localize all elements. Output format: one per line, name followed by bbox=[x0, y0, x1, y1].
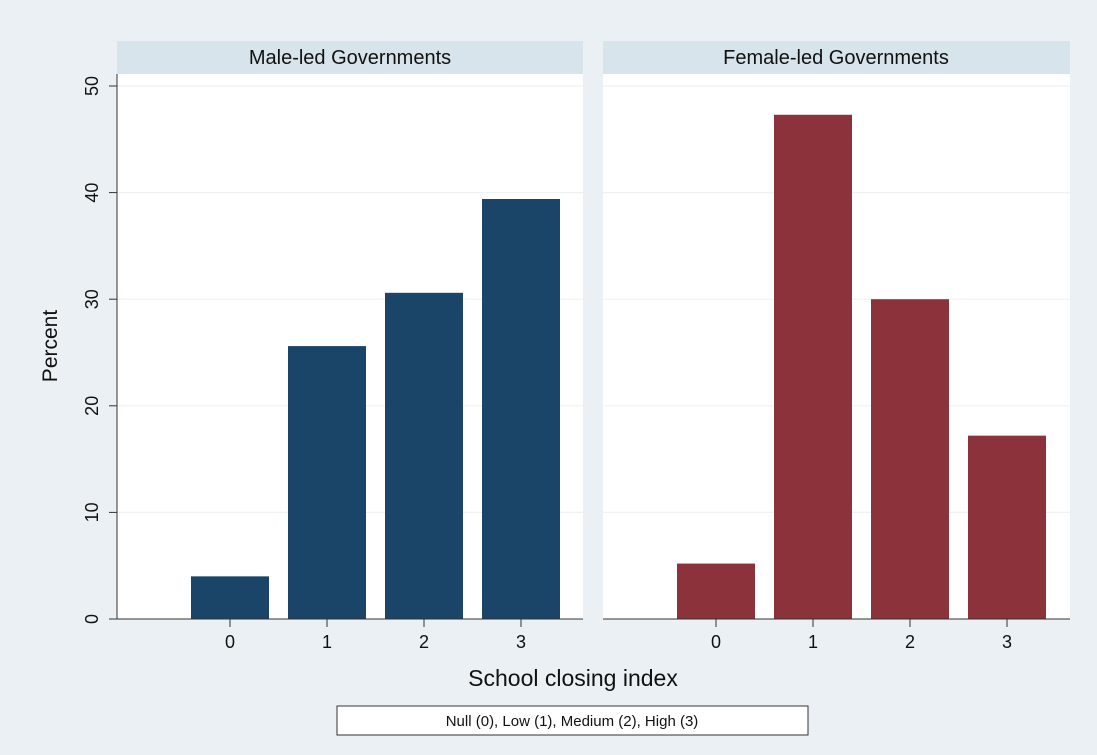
panel-1-title: Male-led Governments bbox=[249, 47, 451, 69]
y-axis-title: Percent bbox=[39, 310, 62, 383]
y-tick-label: 30 bbox=[82, 289, 102, 309]
panel-1-title-strip bbox=[117, 41, 583, 74]
bar-male-2 bbox=[385, 292, 463, 619]
panel-2-title: Female-led Governments bbox=[723, 47, 949, 69]
bar-male-1 bbox=[288, 346, 366, 619]
y-tick-label: 0 bbox=[82, 614, 102, 624]
x-tick-label: 2 bbox=[905, 632, 915, 652]
y-tick-label: 50 bbox=[82, 76, 102, 96]
x-tick-label: 2 bbox=[419, 632, 429, 652]
note-text: Null (0), Low (1), Medium (2), High (3) bbox=[446, 713, 699, 730]
bar-female-2 bbox=[871, 299, 949, 619]
y-tick-label: 40 bbox=[82, 183, 102, 203]
x-tick-label: 1 bbox=[808, 632, 818, 652]
y-tick-label: 20 bbox=[82, 396, 102, 416]
x-tick-label: 3 bbox=[1002, 632, 1012, 652]
bar-female-0 bbox=[677, 563, 755, 619]
x-tick-label: 1 bbox=[322, 632, 332, 652]
y-tick-label: 10 bbox=[82, 502, 102, 522]
x-tick-label: 3 bbox=[516, 632, 526, 652]
bar-male-0 bbox=[191, 576, 269, 619]
x-tick-label: 0 bbox=[711, 632, 721, 652]
bar-female-1 bbox=[774, 114, 852, 620]
bar-female-3 bbox=[968, 435, 1046, 619]
note-box bbox=[336, 705, 809, 736]
panel-2-title-strip bbox=[603, 41, 1070, 74]
x-tick-label: 0 bbox=[225, 632, 235, 652]
bar-male-3 bbox=[482, 198, 560, 619]
x-axis-title: School closing index bbox=[468, 665, 678, 691]
